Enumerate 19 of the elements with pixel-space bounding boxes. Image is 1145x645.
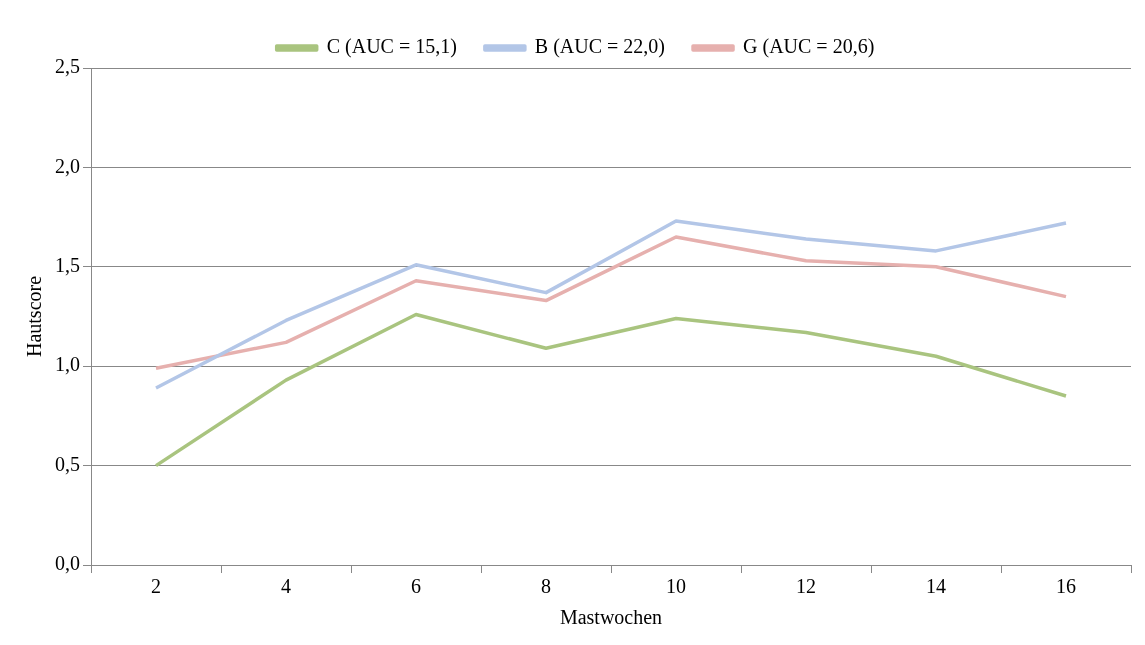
legend-label: G (AUC = 20,6) bbox=[743, 35, 875, 59]
x-tick-label: 16 bbox=[1056, 575, 1076, 598]
y-tick-label: 0,5 bbox=[55, 452, 80, 475]
x-tick-label: 8 bbox=[541, 575, 551, 598]
y-tick-label: 1,5 bbox=[55, 254, 80, 277]
y-tick-label: 0,0 bbox=[55, 552, 80, 575]
x-axis-title: Mastwochen bbox=[559, 606, 663, 629]
x-tick-label: 12 bbox=[796, 575, 816, 598]
x-tick-label: 14 bbox=[926, 575, 946, 598]
y-tick-label: 2,0 bbox=[55, 154, 80, 177]
x-tick-label: 6 bbox=[411, 575, 421, 598]
legend-label: B (AUC = 22,0) bbox=[534, 35, 666, 59]
y-tick-label: 1,0 bbox=[55, 353, 80, 376]
y-tick-label: 2,5 bbox=[55, 55, 80, 78]
x-tick-label: 10 bbox=[666, 575, 686, 598]
y-axis-title: Hautscore bbox=[23, 275, 46, 358]
x-tick-label: 2 bbox=[151, 575, 161, 598]
x-tick-label: 4 bbox=[281, 575, 291, 598]
legend-label: C (AUC = 15,1) bbox=[326, 35, 457, 59]
